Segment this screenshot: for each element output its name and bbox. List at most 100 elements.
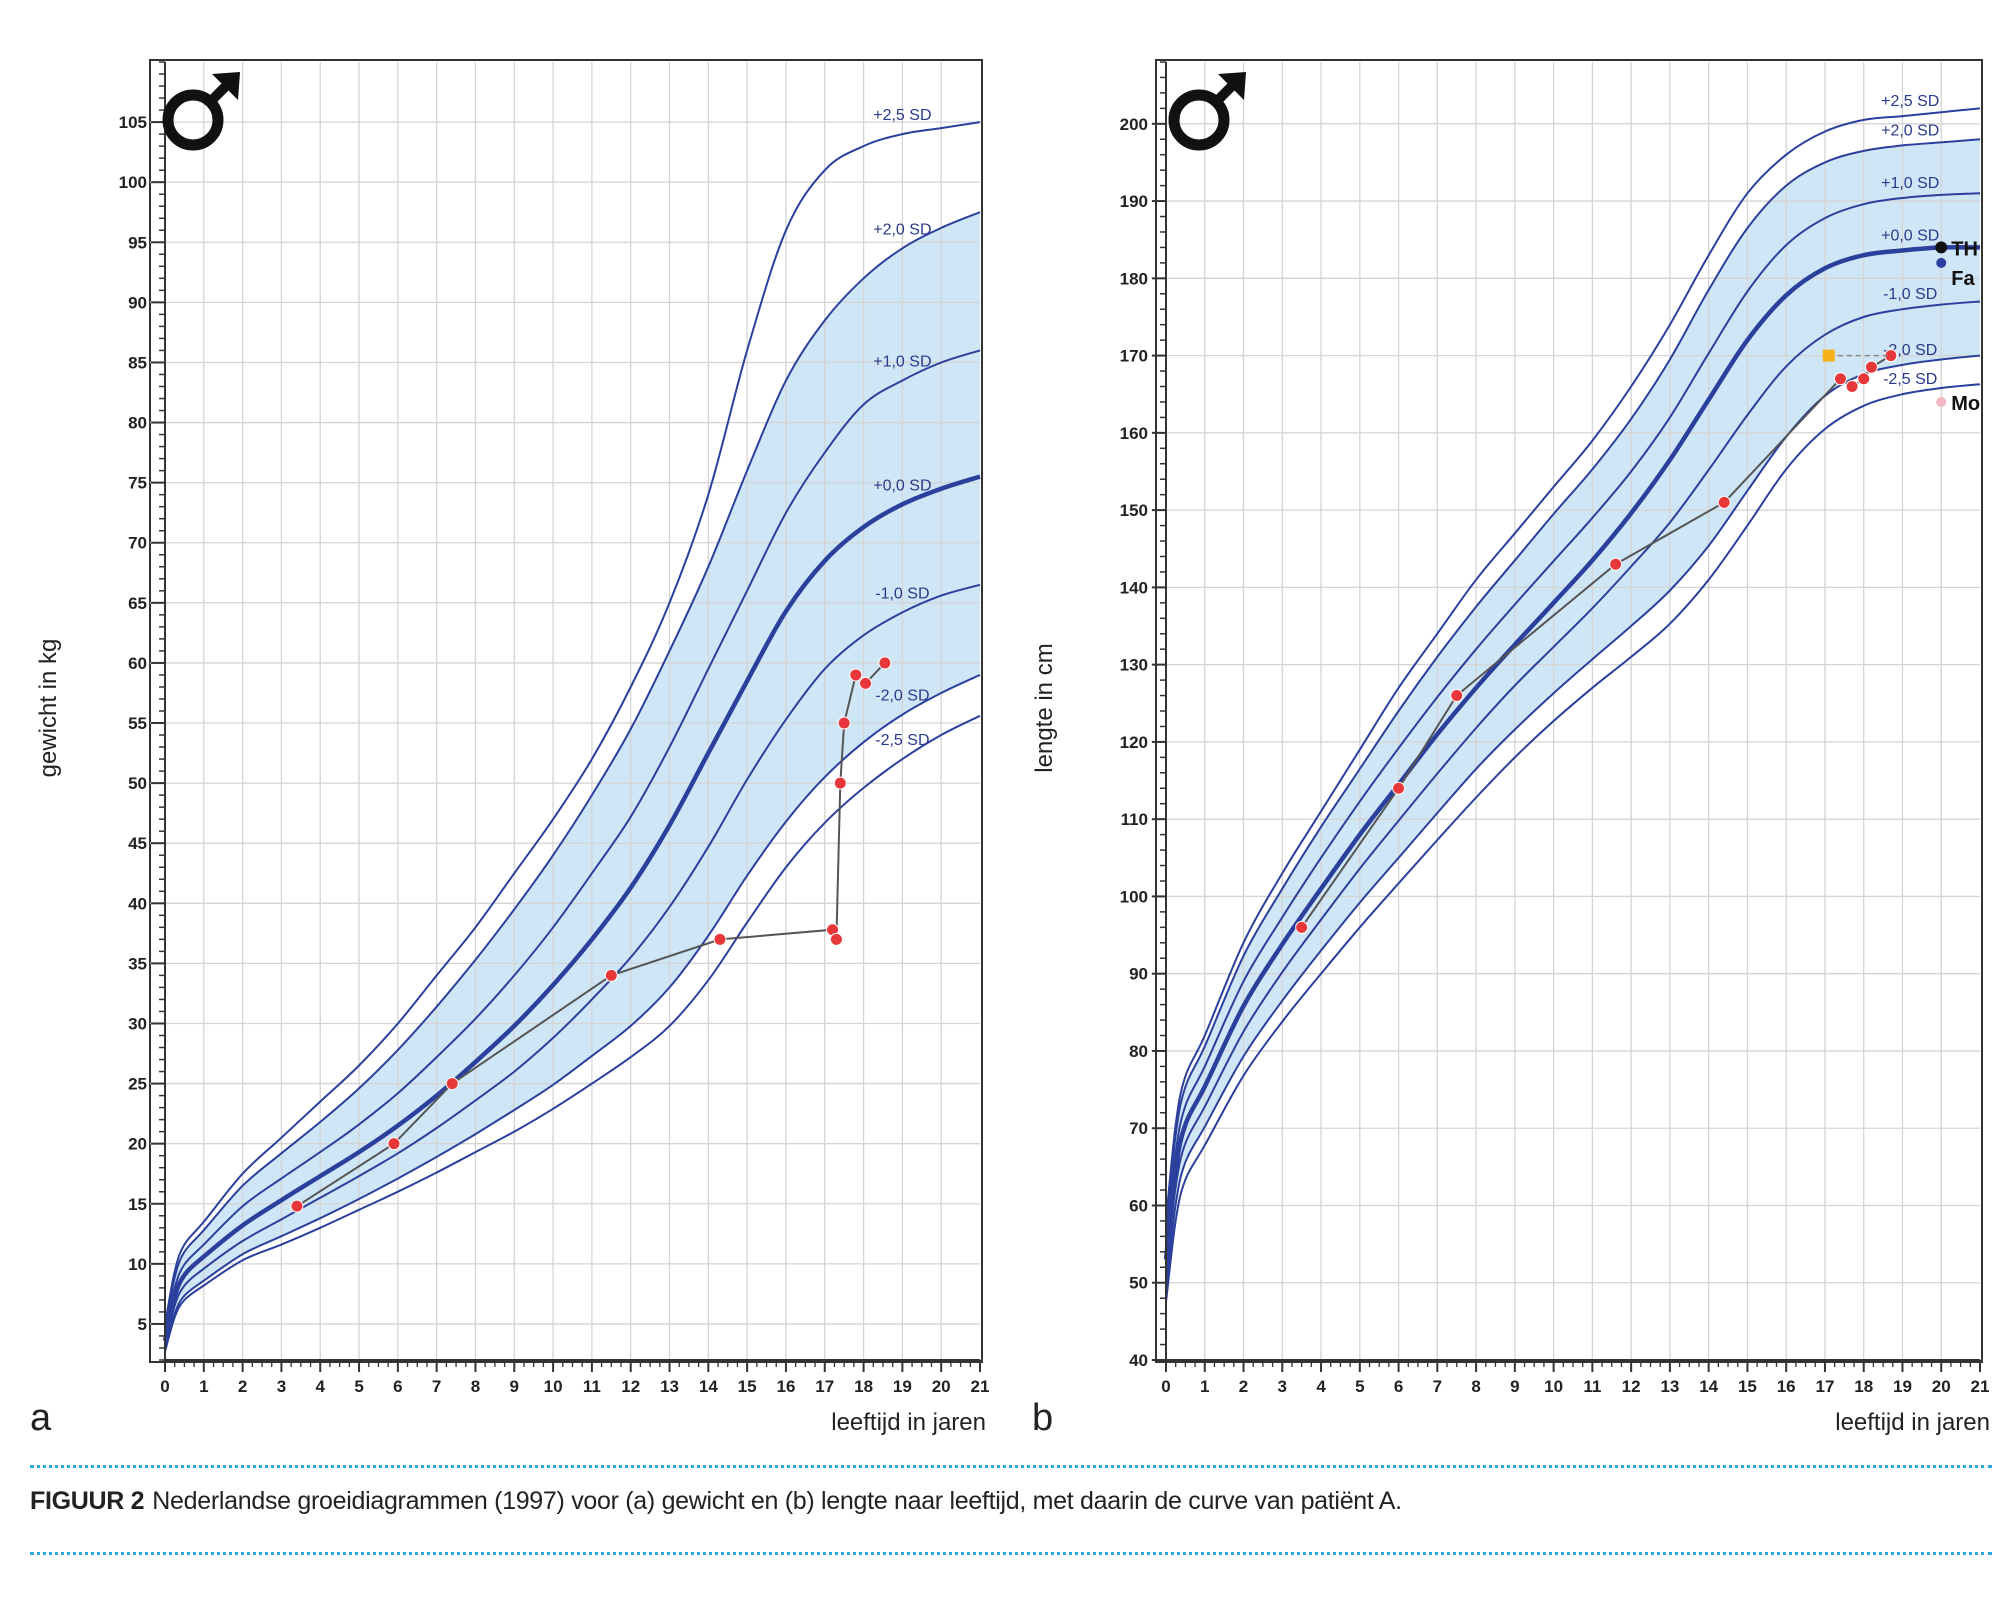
weight-y-tick-label: 10 xyxy=(128,1255,147,1274)
weight-x-tick-label: 16 xyxy=(776,1377,795,1396)
weight-y-tick-label: 5 xyxy=(138,1315,147,1334)
weight-y-tick-label: 55 xyxy=(128,714,147,733)
weight-y-tick-label: 70 xyxy=(128,534,147,553)
weight-patient-point xyxy=(849,668,863,682)
height-x-tick-label: 12 xyxy=(1622,1377,1641,1396)
height-patient-point xyxy=(1392,781,1406,795)
weight-patient-point xyxy=(604,968,618,982)
height-x-tick-label: 13 xyxy=(1660,1377,1679,1396)
height-sd-label: +0,0 SD xyxy=(1881,228,1939,245)
height-sd-label: -2,5 SD xyxy=(1883,371,1937,388)
height-chart-panel: +2,5 SD+2,0 SD+1,0 SD+0,0 SD-1,0 SD-2,0 … xyxy=(1031,59,1990,1439)
height-y-tick-label: 70 xyxy=(1129,1119,1148,1138)
height-sd-curves xyxy=(1163,107,1981,1303)
height-x-tick-label: 2 xyxy=(1239,1377,1248,1396)
target-height-dot xyxy=(1935,241,1948,254)
height-sd-curve xyxy=(1165,192,1981,1246)
height-y-tick-label: 40 xyxy=(1129,1351,1148,1370)
height-y-tick-label: 160 xyxy=(1120,424,1148,443)
height-patient-point xyxy=(1609,557,1623,571)
height-sd-label: -1,0 SD xyxy=(1883,286,1937,303)
height-y-tick-label: 120 xyxy=(1120,733,1148,752)
caption-divider-bottom xyxy=(30,1552,1992,1555)
weight-sd-curves xyxy=(162,121,981,1352)
height-sd-label: +1,0 SD xyxy=(1881,175,1939,192)
weight-chart-panel: +2,5 SD +2,0 SD +1,0 SD +0,0 SD -1,0 SD -2,0 … xyxy=(30,59,990,1439)
target-height-marker xyxy=(1822,349,1835,362)
weight-x-tick-label: 5 xyxy=(354,1377,363,1396)
height-x-tick-label: 19 xyxy=(1893,1377,1912,1396)
weight-x-tick-label: 4 xyxy=(316,1377,326,1396)
weight-sd-curve xyxy=(164,673,981,1350)
weight-y-tick-label: 80 xyxy=(128,414,147,433)
weight-y-tick-label: 45 xyxy=(128,834,147,853)
height-x-tick-label: 11 xyxy=(1583,1377,1601,1396)
height-y-tick-label: 140 xyxy=(1120,578,1148,597)
weight-x-tick-label: 2 xyxy=(238,1377,247,1396)
weight-y-tick-label: 100 xyxy=(119,173,147,192)
panel-label-b: b xyxy=(1032,1397,1053,1439)
height-sd-label: +2,5 SD xyxy=(1881,93,1939,110)
height-y-tick-label: 100 xyxy=(1120,887,1148,906)
height-y-axis-label: lengte in cm xyxy=(1031,643,1058,772)
height-patient-point xyxy=(1833,372,1847,386)
height-x-tick-label: 10 xyxy=(1544,1377,1563,1396)
weight-x-tick-label: 18 xyxy=(854,1377,873,1396)
weight-x-tick-label: 0 xyxy=(160,1377,169,1396)
height-sd-curve xyxy=(1165,300,1981,1274)
height-y-tick-label: 110 xyxy=(1121,810,1148,829)
height-x-tick-label: 7 xyxy=(1433,1377,1442,1396)
weight-sd-label: +1,0 SD xyxy=(873,353,931,370)
weight-sd-curve xyxy=(164,583,981,1346)
height-x-tick-label: 17 xyxy=(1815,1377,1834,1396)
weight-y-tick-label: 50 xyxy=(128,774,147,793)
height-y-tick-label: 190 xyxy=(1120,192,1148,211)
height-x-tick-label: 5 xyxy=(1355,1377,1364,1396)
weight-x-tick-label: 11 xyxy=(583,1377,601,1396)
weight-patient-point xyxy=(387,1137,401,1151)
weight-x-tick-label: 21 xyxy=(971,1377,990,1396)
height-parental-markers: TH Fa Mo xyxy=(1822,238,1980,415)
weight-sd-labels: +2,5 SD +2,0 SD +1,0 SD +0,0 SD -1,0 SD -2,0 … xyxy=(873,107,931,749)
height-patient-point xyxy=(1845,380,1859,393)
height-y-tick-label: 50 xyxy=(1129,1274,1148,1293)
height-x-tick-label: 18 xyxy=(1854,1377,1873,1396)
weight-x-axis-label: leeftijd in jaren xyxy=(831,1409,986,1436)
height-patient-line xyxy=(1300,354,1892,928)
height-patient-point xyxy=(1717,495,1731,509)
weight-x-tick-label: 8 xyxy=(471,1377,480,1396)
height-sd-curve xyxy=(1165,138,1981,1231)
th-height-label: TH xyxy=(1951,238,1978,260)
height-y-tick-label: 170 xyxy=(1120,347,1148,366)
weight-sd-label: -1,0 SD xyxy=(875,585,929,602)
father-height-dot xyxy=(1936,257,1947,268)
height-x-tick-label: 16 xyxy=(1777,1377,1796,1396)
weight-sd-label: +2,5 SD xyxy=(873,107,931,124)
weight-y-tick-label: 15 xyxy=(128,1195,147,1214)
height-y-tick-label: 150 xyxy=(1120,501,1148,520)
weight-sd-label: -2,5 SD xyxy=(875,732,929,749)
height-y-tick-label: 130 xyxy=(1120,656,1148,675)
weight-y-tick-label: 65 xyxy=(128,594,147,613)
height-sd-curve xyxy=(1163,244,1981,1260)
height-axis-ticks: 4050607080901001101201301401501601701801… xyxy=(1120,61,1989,1396)
weight-y-tick-label: 60 xyxy=(128,654,147,673)
height-x-tick-label: 1 xyxy=(1200,1377,1209,1396)
height-sd-curve xyxy=(1165,383,1981,1303)
weight-patient-point xyxy=(713,932,727,946)
height-patient-curve xyxy=(1295,349,1898,934)
height-sd-curve xyxy=(1165,107,1981,1221)
weight-band-area xyxy=(165,212,980,1350)
weight-y-tick-label: 25 xyxy=(128,1075,147,1094)
mother-height-dot xyxy=(1936,396,1947,407)
weight-patient-point xyxy=(829,932,843,946)
figure-caption: FIGUUR 2 Nederlandse groeidiagrammen (199… xyxy=(30,1487,1990,1516)
height-y-tick-label: 80 xyxy=(1129,1042,1148,1061)
weight-sd-curve xyxy=(164,121,981,1326)
height-x-tick-label: 14 xyxy=(1699,1377,1718,1396)
height-patient-point xyxy=(1857,372,1871,386)
height-patient-point xyxy=(1295,920,1309,934)
male-symbol-icon xyxy=(1168,72,1246,151)
weight-y-tick-label: 20 xyxy=(128,1135,147,1154)
weight-sd-curve xyxy=(164,714,981,1352)
